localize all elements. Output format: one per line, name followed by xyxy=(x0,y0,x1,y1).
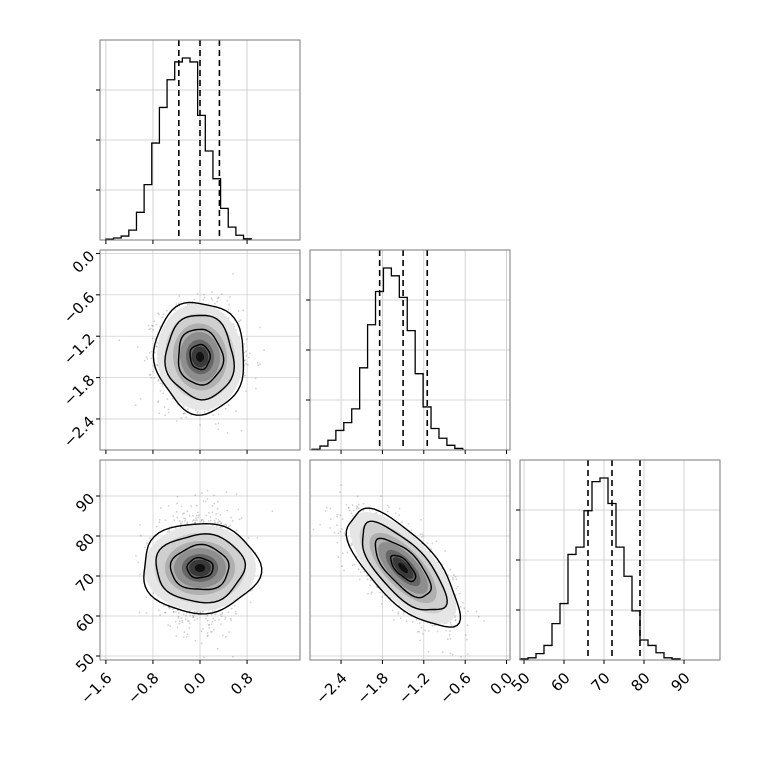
xtick-label-1-0: −2.4 xyxy=(312,669,350,707)
ytick-label-2-2: 70 xyxy=(72,570,98,596)
hist-step-2 xyxy=(519,477,681,660)
contour-0-2-mid xyxy=(155,533,247,604)
contour-0-2-outer xyxy=(143,522,263,615)
contour-1-2-core xyxy=(389,554,417,583)
axes-layer xyxy=(96,39,721,664)
xtick-label-0-2: 0.0 xyxy=(180,669,210,699)
xtick-label-2-3: 80 xyxy=(627,669,653,695)
xtick-label-0-3: 0.8 xyxy=(227,669,257,699)
xtick-label-2-4: 90 xyxy=(667,669,693,695)
ytick-label-2-0: 50 xyxy=(72,650,98,676)
xtick-label-1-3: −0.6 xyxy=(436,669,474,707)
xtick-label-2-0: 50 xyxy=(507,669,533,695)
contour-0-1-core xyxy=(189,343,211,371)
frame-1-2 xyxy=(309,459,511,661)
xtick-label-2-1: 60 xyxy=(547,669,573,695)
xtick-label-1-2: −1.2 xyxy=(395,669,433,707)
contour-0-2-core xyxy=(186,556,214,579)
ytick-label-1-3: −0.6 xyxy=(60,288,98,326)
contour-0-1-inner xyxy=(177,328,225,386)
grid-layer xyxy=(100,40,720,660)
contour-0-1-outer xyxy=(152,301,245,416)
density-level-1-2-6 xyxy=(398,562,409,574)
ytick-label-1-4: 0.0 xyxy=(69,247,99,277)
ytick-label-2-1: 60 xyxy=(72,610,98,636)
contour-1-2-inner xyxy=(374,537,432,599)
xtick-label-1-1: −1.8 xyxy=(354,669,392,707)
ytick-label-1-0: −2.4 xyxy=(60,413,98,451)
ytick-label-1-2: −1.2 xyxy=(60,330,98,368)
density-0-2 xyxy=(144,525,256,611)
ytick-label-2-4: 90 xyxy=(72,490,98,516)
xtick-label-0-1: −0.8 xyxy=(124,669,162,707)
xtick-label-2-2: 70 xyxy=(587,669,613,695)
contour-1-2-outer xyxy=(345,507,462,628)
marks-layer xyxy=(105,40,681,660)
contour-0-1-mid xyxy=(164,314,236,401)
contour-1-2-mid xyxy=(361,520,448,611)
density-level-0-2-6 xyxy=(194,564,206,572)
ytick-label-2-3: 80 xyxy=(72,530,98,556)
ytick-label-1-1: −1.8 xyxy=(60,371,98,409)
density-level-0-1-6 xyxy=(195,351,205,362)
hist-step-1 xyxy=(311,267,464,450)
contour-0-2-inner xyxy=(169,543,230,591)
